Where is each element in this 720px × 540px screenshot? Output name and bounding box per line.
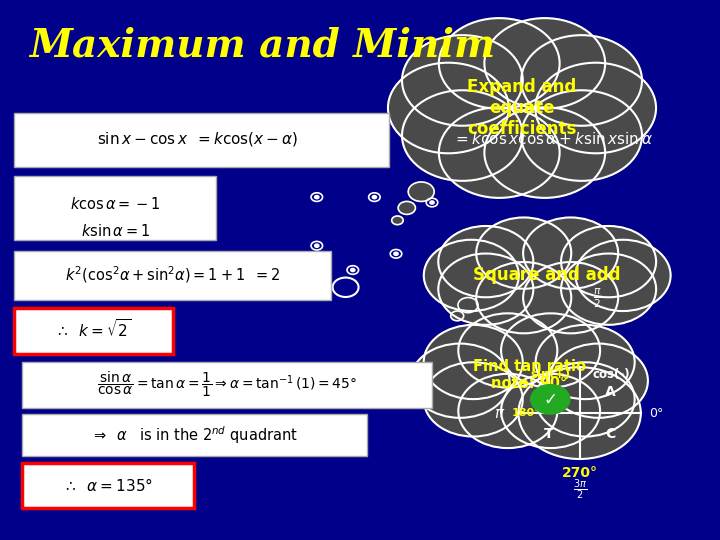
Text: ✓: ✓: [544, 392, 557, 409]
Circle shape: [536, 325, 634, 399]
Text: $\dfrac{\sin\alpha}{\cos\alpha} = \tan\alpha = \dfrac{1}{1} \Rightarrow \alpha =: $\dfrac{\sin\alpha}{\cos\alpha} = \tan\a…: [96, 369, 357, 399]
Circle shape: [523, 262, 618, 333]
Circle shape: [351, 268, 355, 272]
Circle shape: [410, 343, 510, 418]
Text: $\frac{3\pi}{2}$: $\frac{3\pi}{2}$: [572, 478, 587, 502]
Circle shape: [451, 311, 464, 321]
Circle shape: [402, 90, 523, 181]
Text: Square and add: Square and add: [474, 266, 621, 285]
Circle shape: [518, 367, 641, 459]
Circle shape: [487, 230, 608, 321]
FancyBboxPatch shape: [14, 176, 216, 240]
Circle shape: [535, 63, 656, 153]
Circle shape: [445, 50, 599, 166]
Text: $\sin x - \cos x \;\;= k\cos(x-\alpha)$: $\sin x - \cos x \;\;= k\cos(x-\alpha)$: [97, 130, 299, 148]
Text: $\Rightarrow \;\; \alpha \;\;$ is in the $2^{nd}$ quadrant: $\Rightarrow \;\; \alpha \;\;$ is in the…: [91, 424, 298, 446]
Circle shape: [476, 262, 571, 333]
Circle shape: [392, 216, 403, 225]
Circle shape: [561, 226, 656, 297]
Text: cos(-): cos(-): [593, 368, 630, 381]
Text: T: T: [544, 427, 554, 441]
Circle shape: [438, 226, 534, 297]
Circle shape: [430, 201, 434, 204]
FancyBboxPatch shape: [22, 463, 194, 508]
Circle shape: [531, 384, 570, 414]
Circle shape: [476, 218, 571, 289]
Circle shape: [485, 18, 605, 109]
Text: $\therefore \;\; \alpha = 135°$: $\therefore \;\; \alpha = 135°$: [63, 477, 153, 494]
Circle shape: [402, 35, 523, 126]
Circle shape: [388, 63, 509, 153]
Circle shape: [561, 254, 656, 325]
Text: C: C: [605, 427, 616, 441]
FancyBboxPatch shape: [14, 113, 389, 167]
Text: Maximum and Minim: Maximum and Minim: [29, 27, 495, 65]
Text: S: S: [544, 386, 554, 400]
Circle shape: [521, 90, 642, 181]
Text: 270°: 270°: [562, 466, 598, 480]
Text: $k\cos\alpha = -1$: $k\cos\alpha = -1$: [70, 196, 161, 212]
Circle shape: [439, 107, 559, 198]
Circle shape: [549, 343, 648, 418]
Circle shape: [315, 244, 319, 247]
Circle shape: [438, 254, 534, 325]
Text: A: A: [605, 386, 616, 400]
FancyBboxPatch shape: [14, 251, 331, 300]
Circle shape: [398, 201, 415, 214]
Circle shape: [315, 195, 319, 199]
Text: $= k\cos x\cos\alpha + k\sin x\sin\alpha$: $= k\cos x\cos\alpha + k\sin x\sin\alpha…: [453, 131, 653, 147]
Circle shape: [459, 374, 557, 448]
Text: $\pi$: $\pi$: [495, 406, 505, 421]
Text: sin(+): sin(+): [530, 368, 570, 381]
Circle shape: [439, 18, 559, 109]
Circle shape: [485, 107, 605, 198]
Circle shape: [372, 195, 377, 199]
Text: $k\sin\alpha = 1$: $k\sin\alpha = 1$: [81, 223, 150, 239]
Circle shape: [424, 362, 523, 436]
Circle shape: [424, 240, 519, 311]
Circle shape: [408, 182, 434, 201]
Circle shape: [501, 313, 600, 388]
Text: $k^2(\cos^2\!\alpha + \sin^2\!\alpha) = 1+1 \;\;= 2$: $k^2(\cos^2\!\alpha + \sin^2\!\alpha) = …: [65, 264, 281, 285]
Circle shape: [575, 240, 670, 311]
Text: Find tan ratio
note: 90°: Find tan ratio note: 90°: [473, 359, 585, 392]
Text: 180°: 180°: [511, 408, 540, 418]
Circle shape: [536, 362, 634, 436]
FancyBboxPatch shape: [22, 362, 432, 408]
Text: $\therefore \;\; k = \sqrt{2}$: $\therefore \;\; k = \sqrt{2}$: [55, 319, 132, 340]
FancyBboxPatch shape: [22, 414, 367, 456]
Circle shape: [501, 374, 600, 448]
Text: Expand and
equate
coefficients: Expand and equate coefficients: [467, 78, 577, 138]
Circle shape: [394, 252, 398, 255]
Text: $\frac{\pi}{2}$: $\frac{\pi}{2}$: [593, 287, 602, 310]
Circle shape: [521, 35, 642, 126]
Circle shape: [424, 325, 523, 399]
FancyBboxPatch shape: [14, 308, 173, 354]
Circle shape: [459, 313, 557, 388]
Circle shape: [467, 333, 593, 428]
Circle shape: [458, 298, 478, 313]
Text: 0°: 0°: [649, 407, 663, 420]
Circle shape: [523, 218, 618, 289]
